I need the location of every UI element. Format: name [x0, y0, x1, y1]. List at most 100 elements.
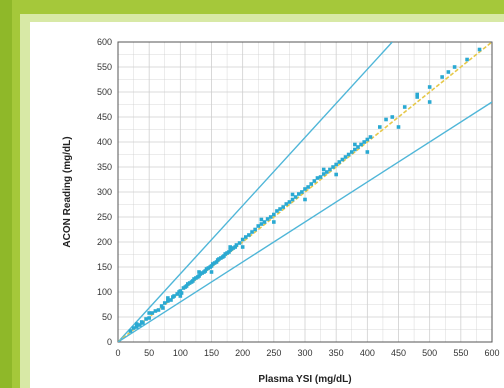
data-point — [210, 262, 215, 266]
x-tick-label: 400 — [360, 348, 375, 358]
data-point — [415, 95, 419, 99]
data-point — [290, 192, 295, 197]
plot-frame — [117, 41, 493, 343]
data-point — [179, 291, 184, 295]
data-point — [281, 205, 285, 209]
data-point — [321, 172, 326, 176]
data-point — [306, 185, 310, 189]
data-point — [229, 247, 234, 251]
data-point — [150, 311, 155, 315]
data-point — [240, 237, 245, 242]
y-tick-label: 350 — [97, 162, 112, 172]
data-point — [334, 172, 338, 177]
data-point — [225, 251, 229, 255]
data-point — [259, 222, 264, 226]
data-point — [356, 145, 360, 149]
data-point — [206, 266, 211, 270]
data-point — [204, 267, 209, 271]
data-point — [262, 220, 267, 224]
y-tick-label: 550 — [97, 62, 112, 72]
data-point — [203, 269, 208, 273]
y-tick-label: 250 — [97, 212, 112, 222]
data-point — [278, 207, 282, 211]
data-point — [223, 252, 228, 256]
data-point — [340, 157, 345, 162]
data-point — [144, 317, 148, 321]
data-point — [353, 147, 357, 152]
data-point — [265, 217, 270, 221]
data-point — [161, 306, 165, 310]
data-point — [325, 170, 329, 174]
data-point — [315, 176, 320, 180]
x-tick-label: 50 — [144, 348, 154, 358]
data-point — [131, 326, 136, 330]
data-point — [247, 233, 251, 237]
data-point — [141, 321, 145, 325]
data-point — [191, 279, 195, 283]
x-tick-label: 350 — [329, 348, 344, 358]
data-point — [256, 224, 261, 228]
data-point — [343, 155, 348, 159]
data-point — [198, 272, 203, 276]
data-point — [178, 294, 183, 298]
data-point — [362, 140, 367, 144]
data-point — [275, 209, 279, 213]
chart-card — [30, 22, 504, 388]
data-point — [184, 284, 189, 288]
data-point — [197, 270, 201, 274]
x-axis-title: Plasma YSI (mg/dL) — [258, 374, 351, 385]
data-point — [209, 264, 214, 268]
data-point — [162, 301, 167, 305]
data-point — [243, 235, 248, 239]
x-tick-label: 0 — [115, 348, 120, 358]
line-lower-bound — [118, 101, 492, 342]
data-point — [153, 309, 158, 313]
data-point — [268, 215, 273, 219]
data-point — [250, 230, 254, 234]
data-point — [219, 256, 223, 260]
data-point — [296, 192, 301, 196]
line-upper-bound — [118, 42, 393, 342]
data-point — [440, 75, 444, 79]
data-point — [172, 294, 176, 298]
data-point — [365, 150, 370, 154]
data-point — [197, 274, 201, 278]
data-point — [321, 167, 326, 172]
x-tick-label: 300 — [297, 348, 312, 358]
data-point — [378, 125, 382, 129]
data-point — [328, 167, 332, 172]
data-point — [353, 142, 357, 147]
data-point — [446, 70, 451, 74]
x-tick-label: 450 — [391, 348, 406, 358]
data-point — [159, 304, 164, 308]
data-point — [300, 190, 304, 194]
y-tick-label: 200 — [97, 237, 112, 247]
data-point — [200, 271, 204, 275]
data-point — [194, 276, 198, 280]
data-point — [427, 100, 432, 104]
y-tick-label: 300 — [97, 187, 112, 197]
y-tick-label: 0 — [107, 337, 112, 347]
data-point — [209, 270, 214, 274]
data-point — [169, 298, 173, 302]
data-point — [227, 250, 231, 254]
x-tick-label: 100 — [173, 348, 188, 358]
data-point — [312, 179, 317, 183]
data-point — [390, 115, 395, 119]
data-point — [233, 245, 237, 249]
x-tick-labels: 0 50 100 150 200 250 300 350 400 450 500 550 600 — [115, 348, 499, 358]
data-point — [303, 187, 307, 191]
data-point — [284, 202, 289, 206]
data-point — [134, 325, 139, 329]
data-point — [166, 296, 170, 300]
data-point — [214, 260, 219, 264]
data-point — [402, 105, 407, 109]
x-tick-label: 200 — [235, 348, 250, 358]
data-point — [240, 245, 245, 249]
data-point — [234, 243, 239, 247]
data-point — [147, 311, 151, 315]
x-tick-label: 250 — [266, 348, 281, 358]
data-point — [331, 165, 335, 169]
data-point — [349, 150, 354, 154]
data-point — [228, 245, 232, 249]
